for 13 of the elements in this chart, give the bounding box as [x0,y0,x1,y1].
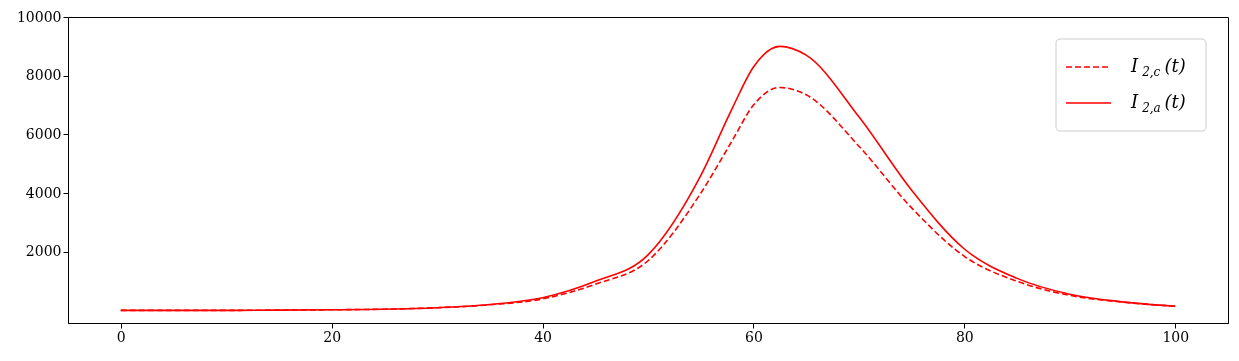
x-tick-label: 40 [534,328,552,345]
x-tick-label: 60 [745,328,763,345]
y-tick-label: 2000 [25,243,62,260]
y-tick-label: 4000 [25,184,62,201]
x-tick-label: 80 [955,328,974,345]
legend-label: I2,a(t) [1130,91,1186,115]
y-tick-label: 10000 [16,8,62,25]
y-tick-label: 8000 [25,67,62,84]
x-tick-label: 20 [323,328,342,345]
y-tick-label: 6000 [25,125,62,142]
x-tick-label: 100 [1162,328,1190,345]
legend-label: I2,c(t) [1130,55,1186,79]
x-tick-label: 0 [116,328,126,345]
